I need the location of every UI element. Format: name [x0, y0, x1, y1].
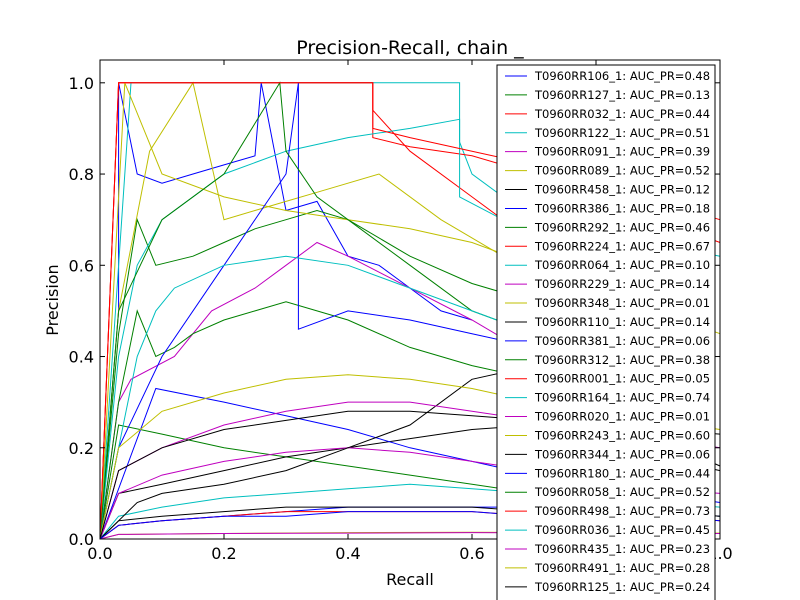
series-line-15	[99, 301, 535, 540]
legend-entry-18: T0960RR020_1: AUC_PR=0.01	[534, 410, 710, 424]
legend-entry-11: T0960RR229_1: AUC_PR=0.14	[534, 277, 710, 291]
y-axis-label: Precision	[43, 264, 62, 335]
legend-entry-3: T0960RR122_1: AUC_PR=0.51	[534, 126, 710, 140]
legend-entry-1: T0960RR127_1: AUC_PR=0.13	[534, 88, 710, 102]
legend-entry-10: T0960RR064_1: AUC_PR=0.10	[534, 258, 710, 272]
x-tick-label: 0.2	[211, 544, 236, 563]
legend-entry-16: T0960RR001_1: AUC_PR=0.05	[534, 372, 710, 386]
legend-entry-25: T0960RR435_1: AUC_PR=0.23	[534, 542, 710, 556]
legend-entry-15: T0960RR312_1: AUC_PR=0.38	[534, 353, 710, 367]
y-tick-label: 0.8	[69, 165, 94, 184]
legend-entry-26: T0960RR491_1: AUC_PR=0.28	[534, 561, 710, 575]
legend-entry-6: T0960RR458_1: AUC_PR=0.12	[534, 183, 710, 197]
legend-entry-17: T0960RR164_1: AUC_PR=0.74	[534, 391, 710, 405]
y-tick-label: 1.0	[69, 74, 94, 93]
y-axis: 0.0 0.2 0.4 0.6 0.8 1.0	[69, 74, 720, 549]
legend-box	[496, 64, 716, 600]
y-tick-label: 0.0	[69, 530, 94, 549]
series-line-5	[99, 81, 566, 540]
legend-entry-13: T0960RR110_1: AUC_PR=0.14	[534, 315, 710, 329]
series-line-24	[99, 255, 597, 540]
x-tick-label: 0.0	[87, 544, 112, 563]
legend-entry-14: T0960RR381_1: AUC_PR=0.06	[534, 334, 710, 348]
x-axis-label: Recall	[386, 570, 434, 589]
y-tick-label: 0.6	[69, 256, 94, 275]
legend-entry-2: T0960RR032_1: AUC_PR=0.44	[534, 107, 710, 121]
plot-frame	[99, 59, 721, 540]
legend-entry-23: T0960RR498_1: AUC_PR=0.73	[534, 504, 710, 518]
legend-entry-24: T0960RR036_1: AUC_PR=0.45	[534, 523, 710, 537]
legend-entry-22: T0960RR058_1: AUC_PR=0.52	[534, 485, 710, 499]
legend-entry-9: T0960RR224_1: AUC_PR=0.67	[534, 239, 710, 253]
series-line-4	[99, 241, 535, 540]
legend: T0960RR106_1: AUC_PR=0.48 T0960RR127_1: A…	[496, 64, 716, 600]
chart-title: Precision-Recall, chain _	[296, 37, 524, 59]
legend-entry-12: T0960RR348_1: AUC_PR=0.01	[534, 296, 710, 310]
legend-entry-5: T0960RR089_1: AUC_PR=0.52	[534, 164, 710, 178]
legend-entry-19: T0960RR243_1: AUC_PR=0.60	[534, 428, 710, 442]
legend-entry-7: T0960RR386_1: AUC_PR=0.18	[534, 201, 710, 215]
legend-entry-0: T0960RR106_1: AUC_PR=0.48	[534, 69, 710, 83]
y-tick-label: 0.4	[69, 348, 94, 367]
series-line-8	[99, 209, 535, 540]
legend-entry-20: T0960RR344_1: AUC_PR=0.06	[534, 447, 710, 461]
x-tick-label: 0.6	[459, 544, 484, 563]
series-line-22	[99, 81, 597, 540]
legend-entry-21: T0960RR180_1: AUC_PR=0.44	[534, 466, 710, 480]
legend-entry-27: T0960RR125_1: AUC_PR=0.24	[534, 580, 710, 594]
legend-entry-4: T0960RR091_1: AUC_PR=0.39	[534, 145, 710, 159]
y-tick-label: 0.2	[69, 439, 94, 458]
legend-entry-28: T0960RR473_1: AUC_PR=0.05	[534, 599, 710, 600]
legend-entry-8: T0960RR292_1: AUC_PR=0.46	[534, 220, 710, 234]
x-tick-label: 0.4	[335, 544, 360, 563]
